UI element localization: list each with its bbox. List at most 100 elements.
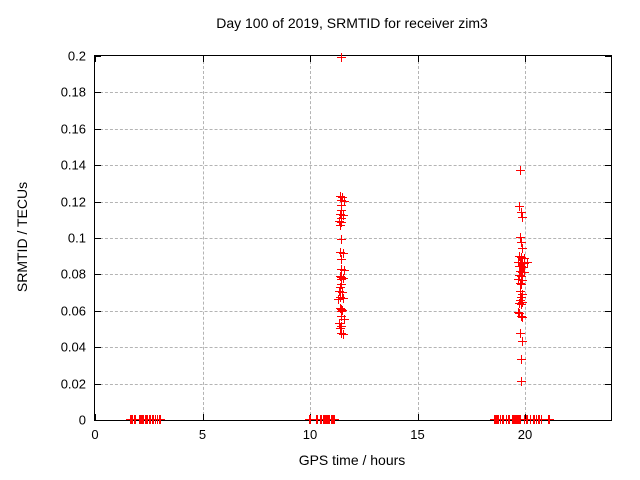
data-point-marker [336, 192, 346, 202]
y-tick-mark-left [95, 420, 101, 421]
data-point-marker [513, 307, 523, 317]
y-tick-mark-left [95, 128, 101, 130]
data-point-marker [519, 253, 529, 263]
data-point-marker [335, 272, 345, 282]
chart-title: Day 100 of 2019, SRMTID for receiver zim… [216, 15, 488, 31]
data-point-marker [338, 211, 348, 221]
data-point-marker [515, 286, 525, 296]
data-point-marker [334, 294, 344, 304]
data-point-marker [338, 305, 348, 315]
data-point-marker [516, 312, 526, 322]
data-point-marker [337, 254, 347, 264]
data-point-marker [514, 299, 524, 309]
y-tick-label: 0.06 [60, 303, 86, 319]
data-point-marker [337, 322, 347, 332]
data-point-marker [336, 247, 346, 257]
y-tick-mark-right [605, 310, 611, 312]
data-point-marker [516, 293, 526, 303]
x-tick-label: 15 [410, 427, 425, 442]
data-point-marker [515, 266, 525, 276]
x-tick-label: 20 [517, 427, 533, 442]
data-point-marker [338, 249, 348, 259]
data-point-marker [513, 257, 523, 267]
data-point-marker [516, 376, 526, 386]
data-point-marker [537, 415, 547, 424]
y-tick-mark-right [605, 347, 611, 349]
x-tick-mark-bottom [95, 414, 96, 420]
data-point-marker [514, 271, 524, 281]
data-point-marker [515, 165, 525, 175]
data-point-marker [516, 300, 526, 310]
x-tick-mark-bottom [202, 414, 204, 420]
data-point-marker [336, 210, 346, 220]
data-point-marker [516, 278, 526, 288]
data-point-marker [337, 329, 347, 339]
data-point-marker [515, 296, 525, 306]
data-point-marker [544, 415, 554, 424]
data-point-marker [517, 297, 527, 307]
data-point-marker [155, 415, 165, 424]
y-tick-mark-right [605, 201, 611, 203]
y-tick-mark-right [605, 420, 611, 421]
data-point-marker [517, 253, 527, 263]
y-gridline [95, 310, 611, 312]
data-point-marker [518, 243, 528, 253]
data-point-marker [522, 258, 532, 268]
data-point-marker [516, 207, 526, 217]
data-point-marker [336, 274, 346, 284]
y-tick-label: 0.12 [60, 194, 86, 210]
data-point-marker [337, 201, 347, 211]
y-tick-mark-right [605, 274, 611, 276]
data-point-marker [338, 330, 348, 340]
data-point-marker [516, 354, 526, 364]
y-gridline [95, 92, 611, 94]
y-tick-mark-left [95, 165, 101, 167]
data-point-marker [305, 415, 315, 424]
y-tick-mark-left [95, 238, 101, 239]
y-tick-label: 0.1 [67, 230, 86, 246]
x-tick-label: 5 [198, 427, 207, 442]
data-point-marker [337, 306, 347, 316]
data-point-marker [337, 287, 347, 297]
y-tick-mark-right [605, 128, 611, 130]
data-point-marker [336, 221, 346, 231]
data-point-marker [516, 262, 526, 272]
data-point-marker [335, 303, 345, 313]
data-point-marker [520, 268, 529, 278]
data-point-marker [337, 264, 347, 274]
y-tick-mark-right [605, 56, 611, 57]
x-tick-mark-bottom [417, 414, 419, 420]
x-tick-mark-top [525, 56, 526, 62]
y-gridline [95, 165, 611, 167]
data-point-marker [339, 196, 349, 206]
y-gridline [95, 238, 611, 239]
data-point-marker [336, 324, 346, 333]
data-point-marker [337, 195, 347, 205]
data-point-marker [336, 293, 346, 303]
y-tick-mark-right [605, 92, 611, 94]
y-tick-mark-right [605, 165, 611, 167]
data-point-marker [336, 283, 346, 293]
x-tick-label: 0 [91, 427, 99, 442]
x-axis-label: GPS time / hours [298, 452, 406, 468]
data-point-marker [513, 274, 523, 284]
data-point-marker [514, 252, 524, 262]
data-point-marker [335, 286, 345, 296]
data-point-marker [335, 216, 345, 226]
data-point-marker [337, 213, 347, 223]
data-point-marker [337, 280, 347, 290]
data-point-marker [339, 265, 349, 275]
y-gridline [95, 201, 611, 203]
y-tick-mark-right [605, 383, 611, 385]
data-point-marker [517, 280, 527, 290]
y-tick-mark-left [95, 310, 101, 312]
y-tick-mark-left [95, 92, 101, 94]
data-point-marker [517, 275, 527, 285]
y-tick-mark-left [95, 56, 101, 57]
y-tick-label: 0.04 [60, 339, 86, 355]
y-tick-mark-right [605, 238, 611, 239]
data-point-marker [518, 336, 528, 346]
data-point-marker [517, 290, 527, 300]
data-point-marker [338, 293, 348, 303]
data-point-marker [338, 192, 348, 202]
